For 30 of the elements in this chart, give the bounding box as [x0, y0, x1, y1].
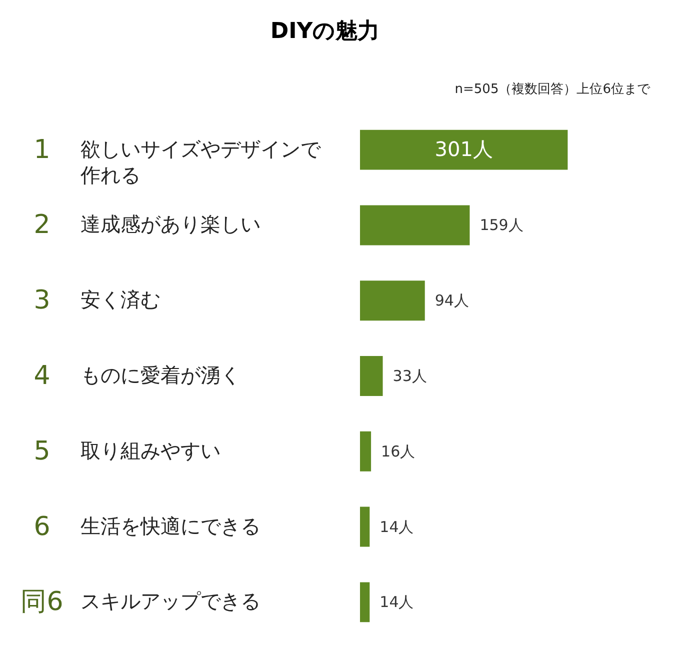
bar	[360, 356, 383, 396]
y-tick-label: スキルアップできる	[80, 589, 260, 614]
data-label: 14人	[380, 518, 414, 536]
y-tick-label: 生活を快適にできる	[80, 514, 260, 538]
bar	[360, 431, 372, 472]
bar	[360, 506, 370, 547]
chart-title: DIYの魅力	[270, 19, 380, 44]
text: 3	[34, 286, 50, 316]
chart-subtitle: n=505（複数回答）上位6位まで	[454, 82, 651, 97]
bar	[360, 280, 425, 321]
y-tick-label: 安く済む	[80, 288, 160, 312]
bar	[360, 205, 470, 246]
data-label: 16人	[381, 442, 416, 460]
data-label: 14人	[380, 593, 414, 612]
bar	[360, 582, 370, 622]
data-label: 301人	[434, 136, 493, 161]
text: 1	[34, 134, 50, 165]
y-tick-label: 欲しいサイズやデザインで作れる	[80, 136, 322, 187]
text: 4	[34, 361, 50, 391]
text: 5	[34, 436, 50, 466]
data-label: 33人	[392, 367, 427, 385]
y-tick-label: 取り組みやすい	[80, 438, 220, 462]
bar	[360, 130, 568, 170]
text: 6	[34, 512, 50, 542]
y-tick-label: 達成感があり楽しい	[80, 212, 260, 236]
y-tick-label: ものに愛着が湧く	[80, 363, 240, 387]
data-label: 159人	[480, 216, 524, 234]
text: 同6	[20, 587, 64, 618]
text: 2	[34, 210, 50, 240]
data-label: 94人	[434, 292, 469, 310]
